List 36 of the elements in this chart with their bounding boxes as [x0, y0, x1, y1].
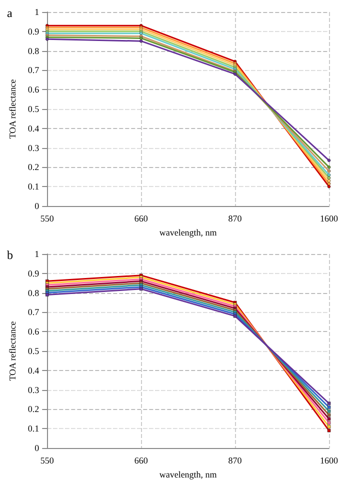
y-axis-title: TOA reflectance — [8, 79, 18, 139]
y-tick-label: 0.2 — [28, 162, 40, 172]
y-tick-label: 0.9 — [28, 268, 40, 278]
y-tick-label: 0.8 — [28, 46, 40, 56]
y-tick-label: 0 — [34, 443, 40, 453]
chart-title: b — [7, 248, 13, 262]
y-tick-label: 1 — [34, 249, 40, 259]
x-tick-label: 1600 — [320, 214, 338, 224]
x-axis-title: wavelength, nm — [159, 227, 217, 238]
x-tick-label: 660 — [134, 214, 148, 224]
y-tick-label: 0.4 — [28, 123, 40, 134]
x-tick-label: 660 — [134, 456, 148, 466]
x-tick-label: 870 — [228, 456, 242, 466]
y-tick-label: 0.5 — [28, 346, 40, 356]
y-tick-label: 0.7 — [28, 307, 40, 318]
y-tick-label: 0.4 — [28, 365, 40, 376]
x-tick-label: 550 — [40, 456, 54, 466]
y-tick-label: 0.2 — [28, 404, 40, 414]
y-tick-label: 0.6 — [28, 326, 40, 337]
y-tick-label: 0.6 — [28, 84, 40, 95]
y-tick-label: 0.7 — [28, 65, 40, 76]
y-tick-label: 0.1 — [28, 182, 40, 192]
x-axis-title: wavelength, nm — [159, 469, 217, 480]
x-tick-label: 550 — [40, 214, 54, 224]
y-tick-label: 0.3 — [28, 142, 40, 153]
y-tick-label: 0.8 — [28, 288, 40, 298]
x-tick-label: 1600 — [320, 456, 338, 466]
x-tick-label: 870 — [228, 214, 242, 224]
y-axis-title: TOA reflectance — [8, 321, 18, 381]
y-tick-label: 0.5 — [28, 104, 40, 114]
y-tick-label: 0.1 — [28, 424, 40, 434]
chart-title: a — [7, 6, 13, 20]
y-tick-label: 0.9 — [28, 26, 40, 36]
y-tick-label: 1 — [34, 7, 40, 17]
y-tick-label: 0 — [34, 201, 40, 211]
y-tick-label: 0.3 — [28, 384, 40, 395]
